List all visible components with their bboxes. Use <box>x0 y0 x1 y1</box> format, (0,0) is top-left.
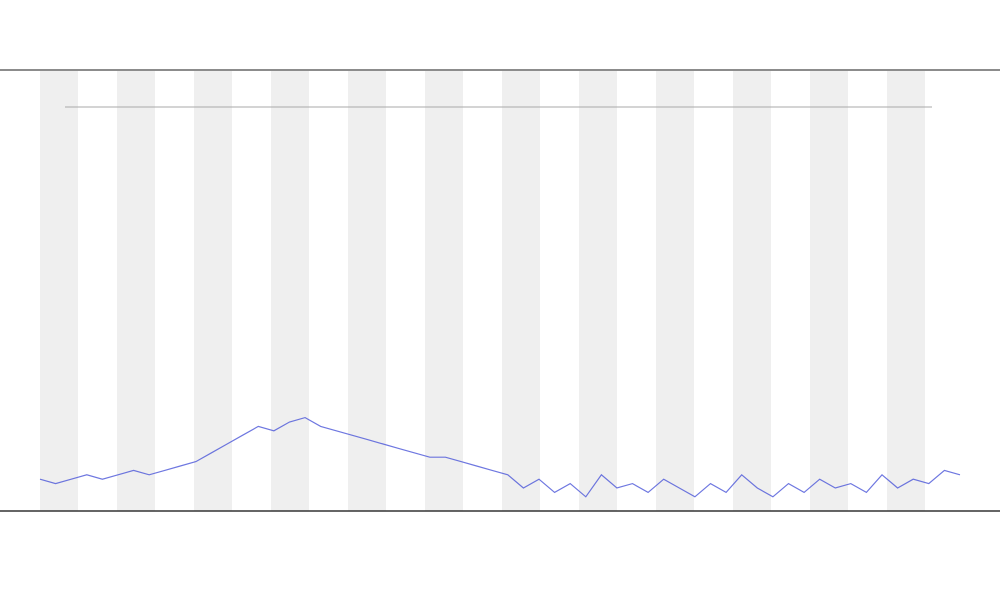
band <box>194 71 232 511</box>
band <box>733 71 771 511</box>
band <box>271 71 309 511</box>
band <box>656 71 694 511</box>
band <box>117 71 155 511</box>
series-line <box>39 416 961 498</box>
band <box>348 71 386 511</box>
band <box>887 71 925 511</box>
band <box>40 71 78 511</box>
band <box>810 71 848 511</box>
band <box>579 71 617 511</box>
background-bands <box>40 71 925 511</box>
band <box>502 71 540 511</box>
band <box>425 71 463 511</box>
